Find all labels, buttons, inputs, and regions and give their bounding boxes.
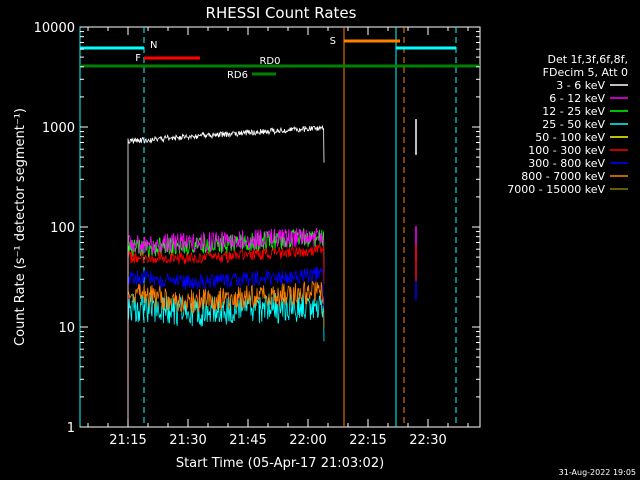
legend-label: 800 - 7000 keV (521, 170, 605, 183)
state-bar-label: S (330, 36, 336, 47)
series-group (127, 119, 417, 427)
chart-title: RHESSI Count Rates (206, 4, 357, 22)
legend-label: 12 - 25 keV (542, 105, 605, 118)
legend-label: 3 - 6 keV (556, 79, 605, 92)
legend-label: 100 - 300 keV (528, 144, 605, 157)
y-tick-label: 10000 (34, 21, 75, 36)
legend-header: Det 1f,3f,6f,8f, (547, 53, 628, 66)
x-tick-label: 22:15 (349, 433, 386, 448)
legend-label: 7000 - 15000 keV (507, 183, 605, 196)
legend-label: 25 - 50 keV (542, 118, 605, 131)
series-line (127, 266, 325, 427)
legend-header: FDecim 5, Att 0 (543, 66, 628, 79)
footer-timestamp: 31-Aug-2022 19:05 (559, 468, 636, 477)
state-bar-label: RD6 (227, 70, 248, 81)
state-bar-label: F (135, 53, 141, 64)
x-tick-label: 21:15 (109, 433, 146, 448)
vertical-markers (79, 27, 457, 427)
y-axis-ticks: 1 10 100 1000 10000 (34, 21, 480, 436)
plot-frame (79, 26, 481, 428)
series-line (127, 292, 325, 427)
state-bar-label: N (150, 40, 157, 51)
y-tick-label: 1 (67, 421, 75, 436)
x-tick-label: 22:30 (409, 433, 446, 448)
y-tick-label: 1000 (42, 121, 75, 136)
state-bar-label: RD0 (259, 56, 280, 67)
x-tick-label: 22:00 (289, 433, 326, 448)
series-line (127, 227, 325, 427)
y-tick-label: 10 (58, 321, 75, 336)
y-tick-label: 100 (50, 221, 75, 236)
legend-label: 6 - 12 keV (549, 92, 605, 105)
x-tick-label: 21:30 (169, 433, 206, 448)
legend: Det 1f,3f,6f,8f,FDecim 5, Att 03 - 6 keV… (507, 53, 628, 196)
y-axis-label: Count Rate (s⁻¹ detector segment⁻¹) (13, 108, 28, 346)
series-line (127, 125, 325, 427)
x-axis-ticks: 21:15 21:30 21:45 22:00 22:15 22:30 (87, 27, 469, 448)
x-axis-label: Start Time (05-Apr-17 21:03:02) (176, 456, 384, 471)
x-tick-label: 21:45 (229, 433, 266, 448)
series-line (127, 280, 325, 427)
series-line (127, 244, 325, 427)
attenuator-state-bars: NF S RD0 RD6 (80, 36, 480, 81)
legend-label: 300 - 800 keV (528, 157, 605, 170)
legend-label: 50 - 100 keV (535, 131, 605, 144)
